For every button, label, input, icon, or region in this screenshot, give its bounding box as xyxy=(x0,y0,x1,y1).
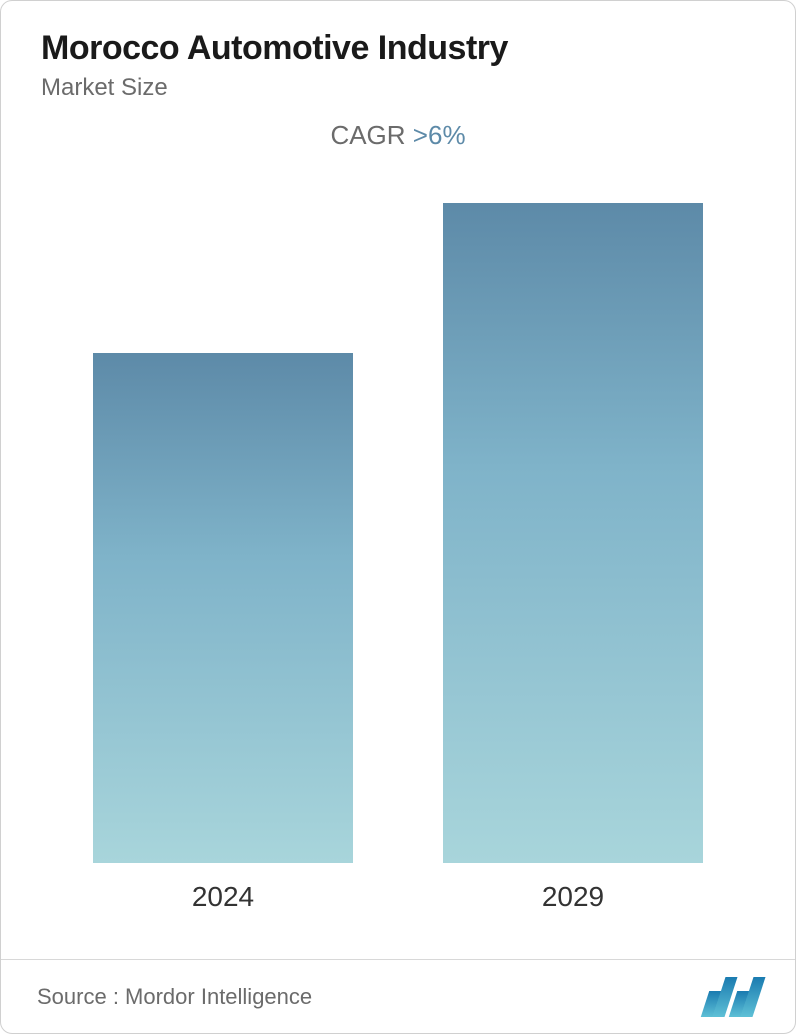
bar-group-1: 2029 xyxy=(443,203,703,913)
source-text: Source : Mordor Intelligence xyxy=(37,984,312,1010)
bar-1 xyxy=(443,203,703,863)
bar-label-0: 2024 xyxy=(192,881,254,913)
header: Morocco Automotive Industry Market Size … xyxy=(1,1,795,159)
bar-label-1: 2029 xyxy=(542,881,604,913)
footer: Source : Mordor Intelligence xyxy=(1,959,795,1033)
bar-group-0: 2024 xyxy=(93,353,353,913)
bar-0 xyxy=(93,353,353,863)
page-subtitle: Market Size xyxy=(41,74,755,102)
bar-chart: 2024 2029 xyxy=(1,201,795,913)
page-title: Morocco Automotive Industry xyxy=(41,29,755,68)
brand-logo-icon xyxy=(705,977,759,1017)
cagr-label: CAGR xyxy=(330,120,405,150)
cagr-value: >6% xyxy=(413,120,466,150)
cagr-line: CAGR >6% xyxy=(41,120,755,151)
